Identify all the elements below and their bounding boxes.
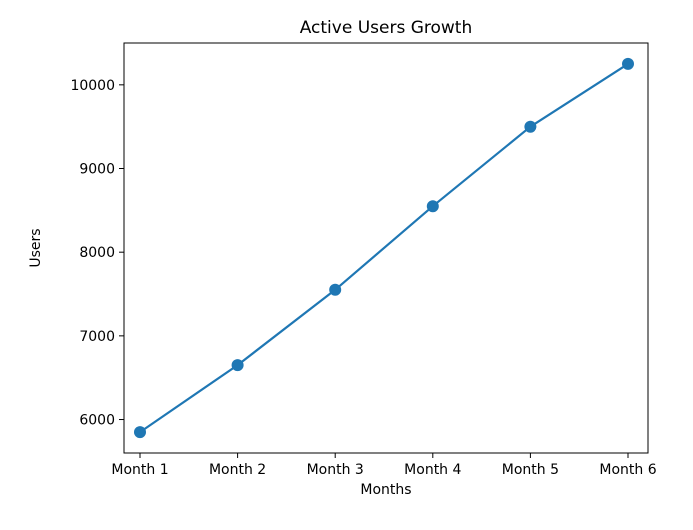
y-tick-label: 10000 [70, 78, 115, 94]
series-line [138, 62, 630, 434]
plot-area: 6000 7000 8000 9000 10000 Month 1 Month 2 Month… [70, 42, 657, 478]
y-tick-label: 7000 [79, 329, 115, 345]
x-tick-label: Month 4 [404, 462, 461, 478]
data-point [426, 200, 439, 213]
x-tick-label: Month 2 [209, 462, 266, 478]
data-point [231, 359, 244, 372]
y-tick-label: 8000 [79, 245, 115, 261]
x-tick-label: Month 1 [111, 462, 168, 478]
data-point [134, 426, 146, 439]
axes-frame [123, 42, 649, 454]
x-tick-label: Month 6 [599, 462, 656, 478]
data-point [622, 57, 634, 70]
data-point [329, 283, 342, 296]
x-axis-label: Months [360, 482, 411, 498]
x-tick-label: Month 5 [502, 462, 559, 478]
chart-title: Active Users Growth [300, 18, 473, 38]
y-tick-label: 9000 [79, 162, 115, 178]
y-axis-label: Users [28, 228, 44, 267]
data-point [524, 120, 537, 133]
x-tick-label: Month 3 [307, 462, 364, 478]
y-tick-label: 6000 [79, 413, 115, 429]
